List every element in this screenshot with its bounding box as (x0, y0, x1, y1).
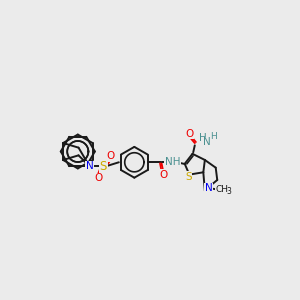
Text: NH: NH (165, 157, 180, 167)
Text: N: N (205, 184, 213, 194)
Text: O: O (106, 151, 114, 161)
Text: 3: 3 (226, 187, 231, 196)
Text: O: O (94, 173, 103, 184)
Text: O: O (159, 169, 167, 180)
Text: CH: CH (215, 185, 228, 194)
Text: H: H (199, 134, 206, 143)
Text: H: H (210, 132, 217, 141)
Text: S: S (100, 160, 107, 172)
Text: N: N (85, 161, 93, 171)
Text: S: S (185, 172, 192, 182)
Text: N: N (203, 137, 211, 147)
Text: O: O (185, 129, 194, 139)
